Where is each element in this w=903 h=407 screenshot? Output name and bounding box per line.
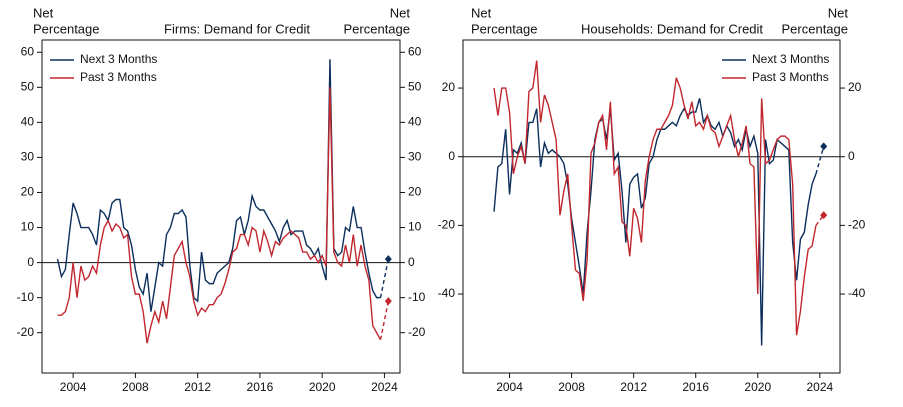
legend-label: Past 3 Months [80,70,157,84]
x-tick-label: 2016 [247,380,274,394]
expected-marker [820,142,828,151]
y2-tick-label: 40 [408,115,422,129]
chart-title: Households: Demand for Credit [581,21,763,36]
x-tick-label: 2012 [184,380,211,394]
series-line [493,60,817,336]
y-tick-label: 20 [442,80,456,94]
y2-tick-label: 20 [848,80,862,94]
expected-marker [820,211,828,220]
plot-frame [41,39,401,374]
y2-tick-label: -20 [408,325,426,339]
y2-axis-label: Percentage [344,21,411,36]
legend-label: Next 3 Months [80,52,157,66]
x-tick-label: 2004 [496,380,523,394]
expected-marker [384,255,392,264]
y-axis-label: Percentage [471,21,538,36]
y2-axis-label: Net [390,5,411,20]
y2-tick-label: 10 [408,220,422,234]
y2-tick-label: -40 [848,286,866,300]
expected-marker [384,297,392,306]
x-tick-label: 2012 [620,380,647,394]
y-tick-label: -20 [438,218,456,232]
y-tick-label: -20 [17,325,35,339]
y2-tick-label: -20 [848,218,866,232]
x-tick-label: 2024 [371,380,398,394]
y-tick-label: 30 [21,150,35,164]
expected-line [379,258,390,298]
y-tick-label: 20 [21,185,35,199]
series-line [493,98,817,346]
x-tick-label: 2008 [558,380,585,394]
y-tick-label: 0 [448,149,455,163]
expected-line [815,146,825,175]
y-tick-label: 60 [21,44,35,58]
y-axis-label: Net [471,5,492,20]
y2-tick-label: -10 [408,290,426,304]
y-tick-label: 10 [21,220,35,234]
x-tick-label: 2020 [744,380,771,394]
y-axis-label: Percentage [33,21,100,36]
y2-tick-label: 30 [408,150,422,164]
x-tick-label: 2020 [309,380,336,394]
x-tick-label: 2016 [682,380,709,394]
chart-title: Firms: Demand for Credit [164,21,310,36]
y-tick-label: 50 [21,79,35,93]
y2-axis-label: Percentage [782,21,849,36]
y-tick-label: 40 [21,115,35,129]
expected-line [379,301,390,340]
x-tick-label: 2008 [122,380,149,394]
y-tick-label: -10 [17,290,35,304]
legend-label: Next 3 Months [752,52,829,66]
y-tick-label: 0 [27,255,34,269]
y2-tick-label: 60 [408,44,422,58]
x-tick-label: 2024 [806,380,833,394]
legend-label: Past 3 Months [752,70,829,84]
y2-tick-label: 20 [408,185,422,199]
y2-tick-label: 0 [408,255,415,269]
y-axis-label: Net [33,5,54,20]
x-tick-label: 2004 [60,380,87,394]
series-line [57,87,382,344]
plot-frame [462,39,841,374]
y2-axis-label: Net [828,5,849,20]
y-tick-label: -40 [438,286,456,300]
y2-tick-label: 0 [848,149,855,163]
y2-tick-label: 50 [408,79,422,93]
